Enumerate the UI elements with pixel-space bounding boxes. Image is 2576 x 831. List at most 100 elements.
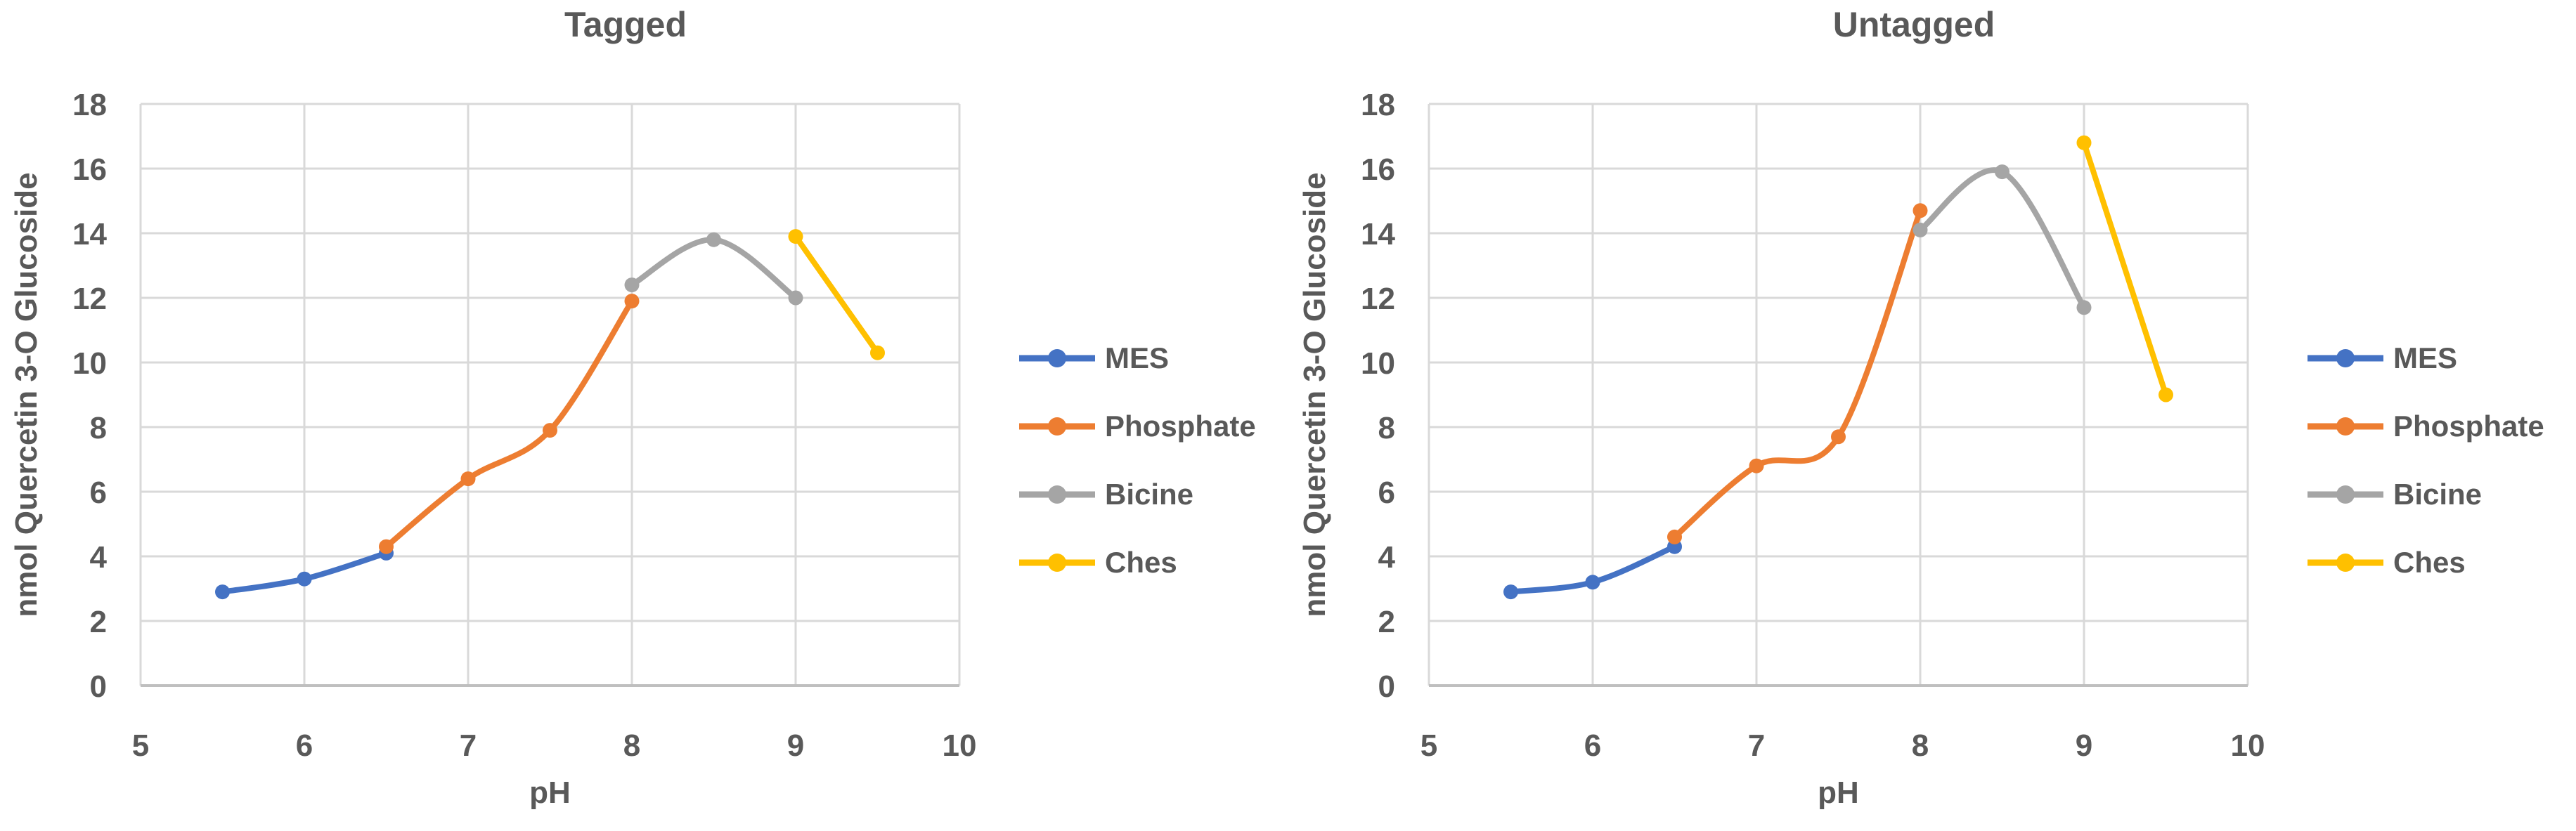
data-point-phosphate	[1667, 529, 1682, 544]
x-tick-label: 6	[296, 728, 313, 763]
y-tick-label: 10	[72, 346, 107, 381]
series-ches	[2076, 135, 2173, 403]
x-tick-label: 10	[2231, 728, 2265, 763]
legend-line-marker-icon	[1019, 553, 1095, 572]
legend-dot	[2336, 485, 2355, 504]
x-tick-label: 9	[2076, 728, 2092, 763]
legend: MES Phosphate Bicine Ches	[2306, 324, 2544, 596]
legend-line-marker-icon	[2308, 553, 2383, 572]
x-axis-title: pH	[529, 776, 571, 810]
data-point-phosphate	[379, 539, 394, 554]
y-axis-title: nmol Quercetin 3-O Glucoside	[1297, 172, 1332, 617]
gridlines	[139, 103, 961, 687]
y-tick-label: 12	[1361, 282, 1395, 316]
y-tick-label: 18	[1361, 88, 1395, 122]
series-ches	[788, 229, 885, 360]
data-point-mes	[1585, 575, 1600, 590]
legend-label: MES	[2393, 341, 2458, 374]
series-line-bicine	[629, 237, 798, 301]
y-tick-label: 8	[90, 411, 107, 445]
data-point-phosphate	[1831, 429, 1846, 445]
legend-line-marker-icon	[2308, 485, 2383, 504]
chart-tagged-plot: 0 2 4 6 8 10 12 14 16 18 5 6 7 8 9 10	[72, 88, 976, 763]
data-point-phosphate	[624, 294, 640, 309]
series-phosphate	[1667, 203, 1928, 544]
y-tick-label: 0	[1378, 669, 1395, 704]
data-point-bicine	[624, 277, 640, 293]
data-point-ches	[788, 229, 803, 244]
data-point-ches	[870, 345, 885, 360]
legend: MES Phosphate Bicine Ches	[1018, 324, 1256, 596]
data-point-mes	[297, 571, 312, 587]
chart-tagged: 0 2 4 6 8 10 12 14 16 18 5 6 7 8 9 10 Tagged nmol Querc…	[9, 5, 1256, 810]
x-tick-label: 8	[623, 728, 640, 763]
y-tick-label: 16	[72, 152, 107, 187]
y-tick-label: 8	[1378, 411, 1395, 445]
x-tick-label: 7	[460, 728, 477, 763]
legend-dot	[2336, 348, 2355, 367]
x-tick-label: 6	[1584, 728, 1601, 763]
legend-dot	[1048, 485, 1066, 504]
legend-label: Bicine	[1105, 477, 1194, 511]
data-point-bicine	[1912, 222, 1928, 237]
legend-line-marker-icon	[1019, 485, 1095, 504]
y-tick-label: 4	[90, 540, 108, 575]
y-tick-label: 10	[1361, 346, 1395, 381]
x-tick-label: 7	[1748, 728, 1765, 763]
y-tick-label: 14	[1361, 217, 1395, 251]
axis-tick-labels: 0 2 4 6 8 10 12 14 16 18 5 6 7 8 9 10	[1361, 88, 2265, 763]
y-tick-label: 12	[72, 282, 107, 316]
legend-line-marker-icon	[2308, 348, 2383, 367]
data-point-phosphate	[543, 423, 557, 438]
data-point-ches	[2158, 387, 2173, 403]
y-tick-label: 14	[72, 217, 107, 251]
legend-item-bicine: Bicine	[2306, 460, 2544, 528]
legend-label: Ches	[1105, 545, 1177, 579]
series-bicine	[624, 232, 803, 306]
legend-label: Phosphate	[1105, 409, 1256, 443]
legend-label: Phosphate	[2393, 409, 2544, 443]
data-point-bicine	[2076, 300, 2092, 315]
legend-label: MES	[1105, 341, 1170, 374]
y-axis-title: nmol Quercetin 3-O Glucoside	[9, 172, 44, 617]
legend-dot	[1048, 417, 1066, 436]
data-point-phosphate	[1749, 458, 1764, 473]
legend-dot	[2336, 553, 2355, 572]
data-point-mes	[1503, 584, 1518, 600]
y-tick-label: 2	[1378, 605, 1395, 639]
legend-item-bicine: Bicine	[1018, 460, 1256, 528]
chart-title: Tagged	[564, 5, 687, 44]
x-tick-label: 8	[1912, 728, 1929, 763]
legend-item-ches: Ches	[2306, 528, 2544, 596]
legend-dot	[1048, 553, 1066, 572]
y-tick-label: 0	[90, 669, 107, 704]
data-point-phosphate	[1912, 203, 1928, 218]
data-point-bicine	[706, 232, 721, 247]
series-line-ches	[2081, 140, 2169, 398]
legend-item-phosphate: Phosphate	[2306, 392, 2544, 460]
x-axis-title: pH	[1818, 776, 1859, 810]
chart-title: Untagged	[1832, 5, 1995, 44]
data-point-mes	[215, 584, 230, 600]
legend-dot	[2336, 417, 2355, 436]
axis-tick-labels: 0 2 4 6 8 10 12 14 16 18 5 6 7 8 9 10	[72, 88, 976, 763]
y-tick-label: 18	[72, 88, 107, 122]
x-tick-label: 5	[132, 728, 149, 763]
legend-dot	[1048, 348, 1066, 367]
series-line-phosphate	[1671, 207, 1923, 540]
x-tick-label: 5	[1420, 728, 1437, 763]
data-point-bicine	[1995, 164, 2009, 180]
legend-item-mes: MES	[2306, 324, 2544, 392]
legend-line-marker-icon	[1019, 348, 1095, 367]
y-tick-label: 6	[1378, 476, 1395, 510]
legend-item-ches: Ches	[1018, 528, 1256, 596]
legend-item-phosphate: Phosphate	[1018, 392, 1256, 460]
series-phosphate	[379, 294, 640, 554]
series-line-bicine	[1917, 167, 2087, 310]
data-point-phosphate	[460, 471, 476, 487]
y-tick-label: 6	[90, 476, 107, 510]
gridlines	[1428, 103, 2249, 687]
series-bicine	[1912, 164, 2092, 315]
x-tick-label: 9	[787, 728, 804, 763]
